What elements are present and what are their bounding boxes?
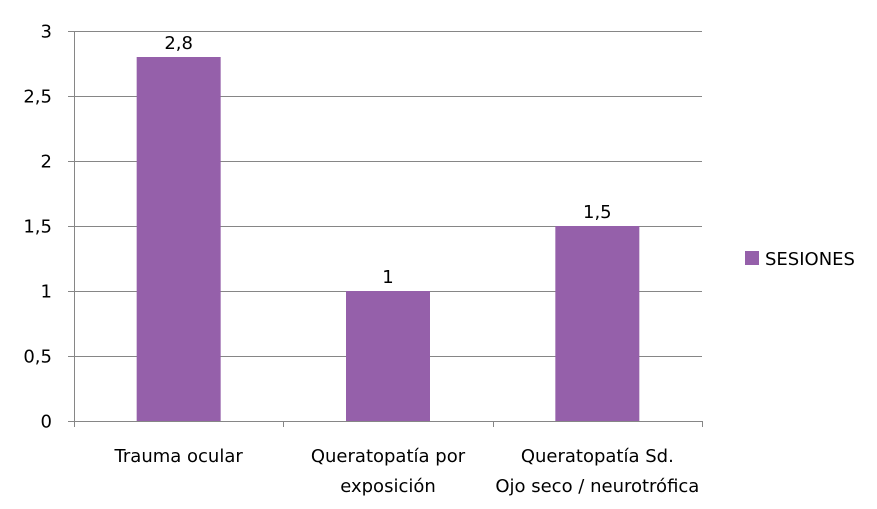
x-category-label-line: Trauma ocular xyxy=(114,446,244,467)
bars xyxy=(136,57,640,421)
x-category-label-line: Queratopatía Sd. xyxy=(521,446,674,467)
y-axis-ticks: 0 0,5 1 1,5 2 2,5 3 xyxy=(23,22,74,433)
data-label: 1 xyxy=(382,267,393,288)
y-tick-label: 2,5 xyxy=(23,87,52,108)
legend-swatch xyxy=(745,251,759,265)
x-category-label-line: exposición xyxy=(340,476,436,497)
y-tick-label: 2 xyxy=(41,152,52,173)
y-tick-label: 0 xyxy=(41,412,52,433)
x-category-label-line: Ojo seco / neurotrófica xyxy=(495,476,699,497)
legend: SESIONES xyxy=(745,249,855,270)
bar xyxy=(555,226,640,421)
y-tick-label: 3 xyxy=(41,22,52,43)
x-category-label: Queratopatía Sd. Ojo seco / neurotrófica xyxy=(495,446,699,497)
y-tick-label: 1,5 xyxy=(23,217,52,238)
data-labels: 2,8 1 1,5 xyxy=(164,33,611,288)
x-category-label-line: Queratopatía por xyxy=(311,446,466,467)
y-tick-label: 0,5 xyxy=(23,347,52,368)
y-tick-label: 1 xyxy=(41,282,52,303)
data-label: 1,5 xyxy=(583,202,612,223)
legend-label: SESIONES xyxy=(765,249,855,270)
x-category-label: Queratopatía por exposición xyxy=(311,446,466,497)
data-label: 2,8 xyxy=(164,33,193,54)
axes xyxy=(74,31,703,427)
category-labels: Trauma ocular Queratopatía por exposiciónQ… xyxy=(114,446,700,497)
x-category-label: Trauma ocular xyxy=(114,446,244,467)
bar xyxy=(136,57,221,421)
bar xyxy=(346,291,430,421)
